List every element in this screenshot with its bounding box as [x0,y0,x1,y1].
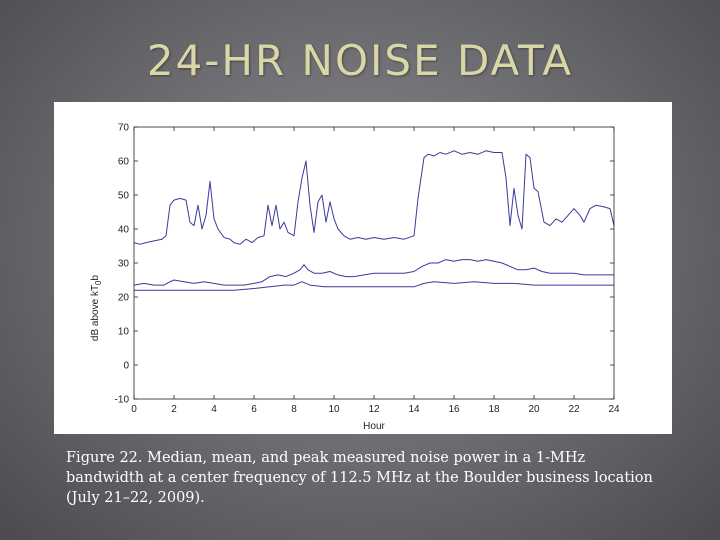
y-tick-label: 0 [123,361,129,372]
x-axis-title: Hour [363,421,385,432]
series-lines [133,150,615,291]
noise-chart: 0 2 4 6 8 10 12 14 16 18 20 22 24 -10 0 10 20 30 40 50 60 70 … [54,102,672,434]
series-line-mean [133,259,614,286]
y-tick-label: 70 [118,123,130,134]
slide-title: 24-HR NOISE DATA [146,36,574,85]
x-tick-label: 18 [488,404,500,415]
x-tick-label: 10 [328,404,340,415]
y-tick-label: 10 [118,327,130,338]
y-tick-label: 40 [118,225,130,236]
y-tick-label: 60 [118,157,130,168]
y-axis-title-sub: 0 [94,280,103,285]
x-tick-label: 16 [448,404,460,415]
x-tick-label: 20 [528,404,540,415]
x-tick-label: 12 [368,404,380,415]
x-tick-label: 22 [568,404,580,415]
series-line-median [134,281,614,291]
plot-frame [133,126,615,400]
noise-chart-svg: 0 2 4 6 8 10 12 14 16 18 20 22 24-10010203040506070 … [90,123,620,433]
x-tick-label: 14 [408,404,420,415]
x-tick-label: 4 [211,404,217,415]
y-tick-label: -10 [115,395,130,406]
x-tick-label: 24 [608,404,620,415]
x-tick-label: 2 [171,404,177,415]
y-axis-title-end: b [90,274,101,280]
series-line-peak [133,150,615,245]
y-axis-title-main: dB above kT [90,285,101,341]
y-tick-label: 30 [118,259,130,270]
x-tick-label: 0 [131,404,137,415]
x-tick-label: 8 [291,404,297,415]
figure-caption: Figure 22. Median, mean, and peak measur… [66,450,653,506]
x-tick-label: 6 [251,404,257,415]
y-tick-label: 20 [118,293,130,304]
y-tick-label: 50 [118,191,130,202]
y-axis-title: dB above kT0b [90,274,103,341]
